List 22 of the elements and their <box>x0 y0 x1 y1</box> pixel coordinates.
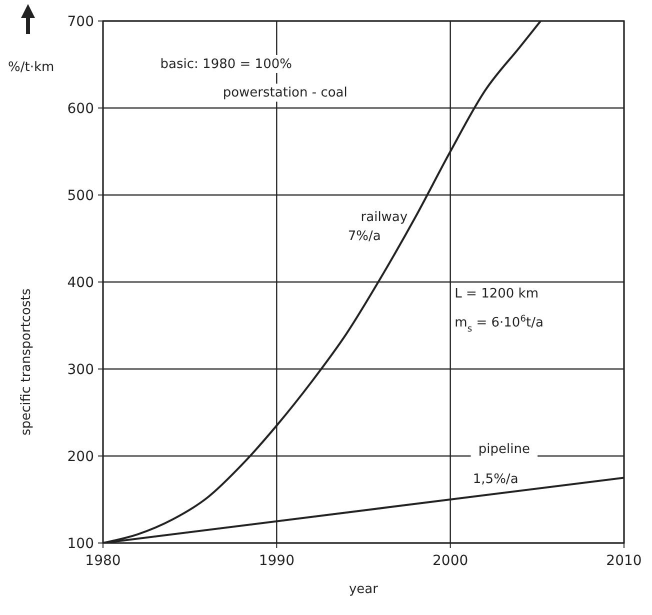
annotation: 1,5%/a <box>472 472 518 487</box>
y-tick-label: 200 <box>67 449 94 465</box>
y-axis-title: specific transportcosts <box>19 288 34 436</box>
x-tick-label: 1980 <box>85 553 121 569</box>
series-label: railway <box>360 210 408 225</box>
y-tick-label: 300 <box>67 362 94 378</box>
x-tick-label: 1990 <box>258 553 294 569</box>
annotation: powerstation - coal <box>222 86 348 101</box>
y-tick-label: 100 <box>67 536 94 552</box>
y-tick-label: 500 <box>67 188 94 204</box>
y-tick-label: 400 <box>67 275 94 291</box>
annotation: L = 1200 km <box>454 286 538 302</box>
x-tick-label: 2010 <box>606 553 642 569</box>
x-axis-title: year <box>348 582 379 597</box>
y-tick-label: 700 <box>67 14 94 30</box>
text: pipeline <box>478 442 530 457</box>
y-tick-label: 600 <box>67 101 94 117</box>
annotation: basic: 1980 = 100% <box>160 56 292 72</box>
annotation: 7%/a <box>348 229 381 244</box>
x-tick-label: 2000 <box>432 553 468 569</box>
annotation: m$_{s}$ = 6·10$^{6}$t/a <box>454 314 544 334</box>
text: %/t·km <box>8 60 54 75</box>
